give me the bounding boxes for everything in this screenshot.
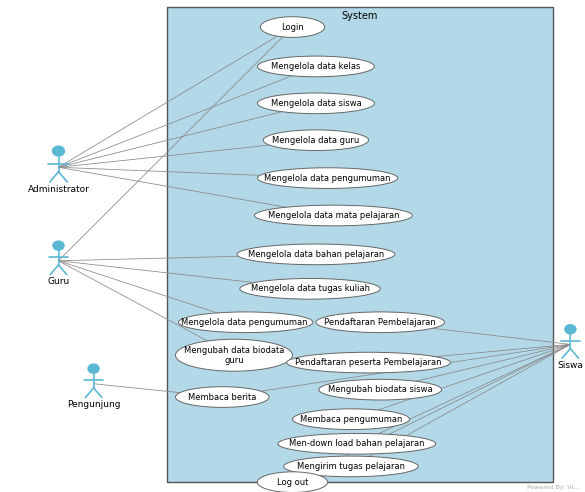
Ellipse shape xyxy=(257,93,374,114)
Text: Mengubah data biodata
guru: Mengubah data biodata guru xyxy=(184,345,284,365)
Ellipse shape xyxy=(176,387,269,407)
Text: Membaca pengumuman: Membaca pengumuman xyxy=(300,415,402,424)
Circle shape xyxy=(52,241,65,251)
Text: Mengelola data pengumuman: Mengelola data pengumuman xyxy=(181,318,310,327)
Text: Membaca berita: Membaca berita xyxy=(188,393,256,401)
Ellipse shape xyxy=(237,244,395,265)
Circle shape xyxy=(87,364,100,374)
Text: Mengelola data bahan pelajaran: Mengelola data bahan pelajaran xyxy=(248,250,384,259)
Ellipse shape xyxy=(316,312,445,333)
Text: Login: Login xyxy=(281,23,304,31)
Ellipse shape xyxy=(257,56,374,77)
Ellipse shape xyxy=(257,168,398,188)
Ellipse shape xyxy=(287,352,450,373)
FancyBboxPatch shape xyxy=(167,7,553,482)
Ellipse shape xyxy=(292,409,410,430)
Text: Pengunjung: Pengunjung xyxy=(67,400,121,409)
Ellipse shape xyxy=(176,339,292,371)
Text: Guru: Guru xyxy=(47,277,70,286)
Text: Mengelola data siswa: Mengelola data siswa xyxy=(270,99,362,108)
Text: Mengirim tugas pelajaran: Mengirim tugas pelajaran xyxy=(297,462,405,471)
Circle shape xyxy=(52,146,65,156)
Text: Pendaftaran Pembelajaran: Pendaftaran Pembelajaran xyxy=(324,318,436,327)
Ellipse shape xyxy=(319,379,442,400)
Text: Mengelola data kelas: Mengelola data kelas xyxy=(271,62,360,71)
Text: Pendaftaran peserta Pembelajaran: Pendaftaran peserta Pembelajaran xyxy=(295,358,442,367)
Text: Mengelola data mata pelajaran: Mengelola data mata pelajaran xyxy=(268,211,399,220)
Text: Powered By: Vi...: Powered By: Vi... xyxy=(527,485,579,490)
Ellipse shape xyxy=(240,278,380,299)
Ellipse shape xyxy=(178,312,313,333)
Ellipse shape xyxy=(278,433,436,454)
Ellipse shape xyxy=(257,472,328,492)
Ellipse shape xyxy=(254,205,412,226)
Ellipse shape xyxy=(263,130,369,151)
Text: System: System xyxy=(342,11,378,21)
Text: Mengubah biodata siswa: Mengubah biodata siswa xyxy=(328,385,432,394)
Text: Administrator: Administrator xyxy=(27,185,90,194)
Text: Men-down load bahan pelajaran: Men-down load bahan pelajaran xyxy=(289,439,425,448)
Text: Log out: Log out xyxy=(277,478,308,487)
Ellipse shape xyxy=(284,456,418,477)
Circle shape xyxy=(564,324,577,335)
Text: Mengelola data guru: Mengelola data guru xyxy=(272,136,360,145)
Text: Mengelola data tugas kuliah: Mengelola data tugas kuliah xyxy=(250,284,370,293)
Ellipse shape xyxy=(260,17,325,37)
Text: Siswa: Siswa xyxy=(558,361,583,370)
Text: Mengelola data pengumuman: Mengelola data pengumuman xyxy=(264,174,391,183)
